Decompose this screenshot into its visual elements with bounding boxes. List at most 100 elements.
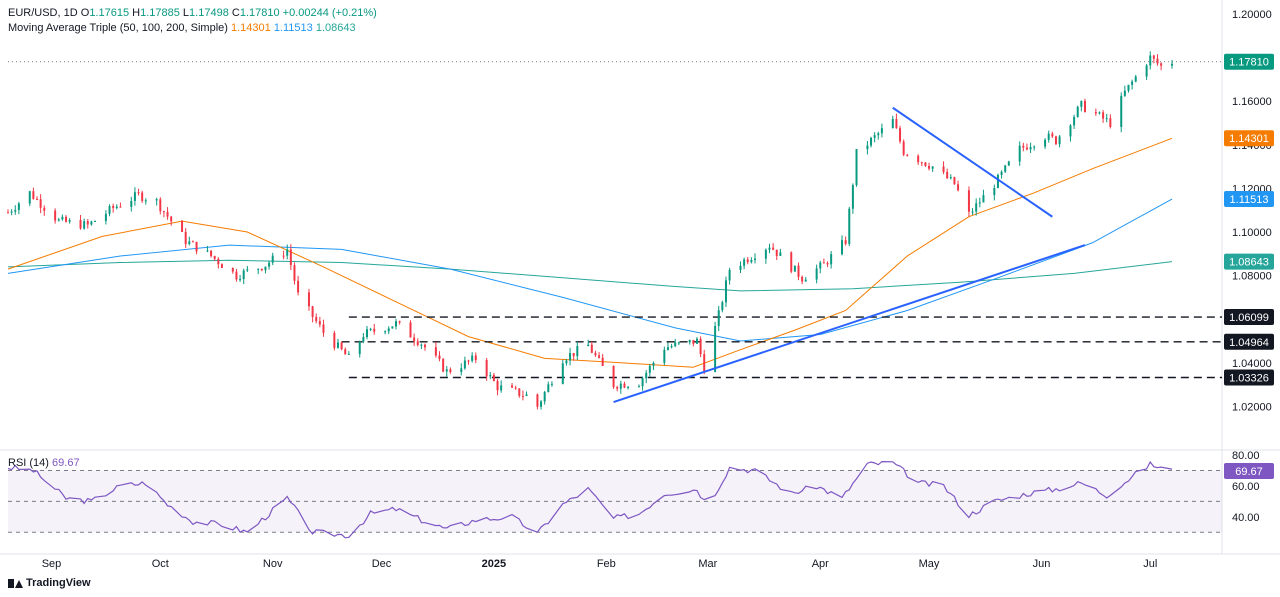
candle-body: [931, 166, 934, 169]
candle-body: [949, 177, 952, 179]
candle-body: [387, 328, 390, 332]
rsi-line-path: [7, 460, 1173, 539]
change-value: +0.00244 (+0.21%): [282, 7, 377, 19]
close-value: 1.17810: [239, 7, 280, 19]
y-tick-label: 1.02000: [1232, 401, 1272, 413]
candle-body: [438, 355, 441, 360]
candle-body: [917, 155, 920, 163]
candle-body: [612, 366, 615, 388]
candle-body: [271, 255, 274, 263]
candle-body: [485, 360, 488, 377]
x-tick-label: Jun: [1033, 558, 1051, 570]
candle-body: [1109, 118, 1112, 127]
price-tag-ma50: 1.14301: [1229, 133, 1269, 145]
candle-body: [1145, 65, 1148, 77]
candle-body: [870, 137, 873, 146]
y-tick-label: 1.04000: [1232, 358, 1272, 370]
candle-body: [525, 394, 528, 396]
ma50-line: [7, 137, 1173, 368]
candle-body: [369, 328, 372, 330]
candle-body: [373, 328, 376, 332]
candle-body: [1102, 112, 1105, 119]
candle-body: [489, 374, 492, 377]
candle-body: [184, 231, 187, 245]
candle-body: [257, 268, 260, 270]
candle-body: [362, 337, 365, 342]
candle-body: [511, 385, 514, 388]
price-tag-level: 1.04964: [1229, 337, 1269, 349]
candle-body: [416, 341, 419, 345]
candle-body: [191, 241, 194, 243]
candle-body: [641, 378, 644, 387]
candle-body: [1044, 139, 1047, 147]
candle-body: [739, 265, 742, 270]
candle-body: [333, 332, 336, 348]
candle-body: [1000, 171, 1003, 175]
candle-body: [880, 128, 883, 134]
candle-body: [344, 349, 347, 355]
candle-body: [43, 207, 46, 211]
candle-body: [768, 247, 771, 250]
price-tag-level: 1.06099: [1229, 312, 1269, 324]
candle-body: [1105, 118, 1108, 120]
candle-body: [1033, 146, 1036, 148]
candle-body: [717, 310, 720, 326]
candle-body: [289, 249, 292, 266]
candle-body: [395, 321, 397, 327]
x-tick-label: Mar: [698, 558, 717, 570]
candle-body: [398, 321, 401, 323]
candle-body: [895, 118, 898, 129]
candle-body: [967, 190, 970, 212]
candle-body: [32, 191, 35, 199]
candle-body: [920, 162, 923, 164]
candle-body: [1073, 116, 1076, 126]
candle-body: [307, 292, 310, 307]
candle-body: [322, 324, 325, 333]
candle-body: [906, 154, 909, 156]
candle-body: [434, 347, 437, 356]
rsi-price-tag-bg: [1224, 463, 1274, 480]
candle-body: [550, 383, 553, 385]
candle-body: [826, 263, 829, 265]
candle-body: [1029, 147, 1032, 150]
candle-body: [616, 387, 619, 389]
candle-body: [728, 269, 731, 281]
candle-body: [474, 355, 477, 361]
moving-averages: [7, 137, 1173, 368]
candle-body: [1149, 55, 1152, 66]
candle-body: [141, 192, 144, 201]
candle-body: [1083, 100, 1086, 112]
trendline: [892, 106, 1053, 218]
candle-body: [1076, 106, 1079, 117]
candle-body: [14, 209, 17, 212]
candle-body: [1120, 95, 1123, 127]
candle-body: [801, 276, 804, 282]
x-tick-label: Nov: [263, 558, 283, 570]
candle-body: [957, 184, 960, 191]
candle-body: [928, 165, 931, 169]
ma-label: Moving Average Triple (50, 100, 200, Sim…: [8, 22, 228, 34]
tradingview-logo: TradingView: [8, 577, 91, 589]
candle-body: [695, 338, 698, 344]
candle-body: [445, 369, 448, 372]
candle-body: [286, 249, 289, 256]
candle-body: [1127, 84, 1130, 91]
price-tag-level-bg: [1224, 309, 1274, 326]
open-label: O: [80, 7, 90, 19]
price-tag-last: 1.17810: [1229, 57, 1269, 69]
candle-body: [902, 141, 905, 155]
candle-body: [162, 211, 165, 213]
candle-body: [663, 349, 666, 363]
candle-body: [130, 200, 133, 207]
candle-body: [971, 211, 974, 213]
candle-body: [449, 369, 452, 373]
candle-body: [17, 203, 20, 210]
candle-body: [1134, 76, 1137, 82]
candle-body: [775, 249, 778, 256]
candle-body: [463, 360, 466, 369]
candle-body: [764, 249, 767, 259]
candle-body: [108, 206, 111, 214]
rsi-band: [8, 470, 1222, 533]
symbol-name: EUR/USD, 1D: [8, 7, 78, 19]
